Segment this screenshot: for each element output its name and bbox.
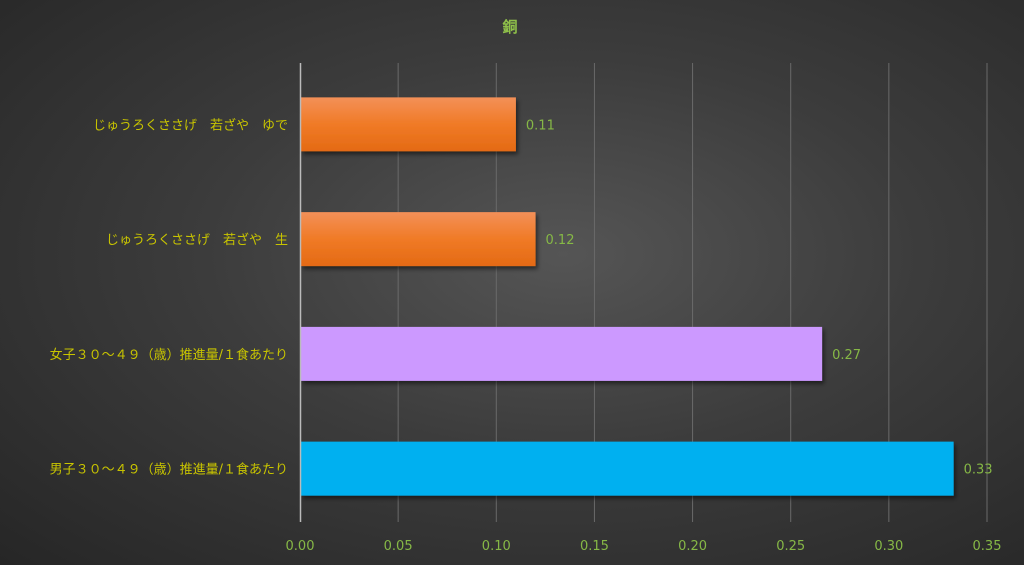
data-label: 0.27	[832, 348, 861, 363]
x-tick-label: 0.35	[973, 539, 1002, 554]
data-label: 0.12	[546, 233, 575, 248]
bar	[301, 212, 536, 267]
chart-title: 銅	[502, 18, 517, 36]
x-tick-label: 0.30	[874, 539, 903, 554]
bar	[301, 97, 516, 152]
bar	[301, 441, 954, 496]
category-label: 男子３０～４９（歳）推進量/１食あたり	[50, 462, 288, 478]
x-tick-labels: 0.00 0.05 0.10 0.15 0.20 0.25 0.30 0.35	[286, 539, 1002, 554]
category-label: じゅうろくささげ 若ざや ゆで	[93, 117, 288, 133]
data-label: 0.33	[964, 463, 993, 478]
x-tick-label: 0.00	[286, 539, 315, 554]
x-tick-label: 0.20	[678, 539, 707, 554]
x-tick-label: 0.15	[580, 539, 609, 554]
category-label: じゅうろくささげ 若ざや 生	[106, 232, 288, 248]
x-tick-label: 0.25	[776, 539, 805, 554]
x-tick-label: 0.10	[482, 539, 511, 554]
category-label: 女子３０～４９（歳）推進量/１食あたり	[50, 347, 288, 363]
x-tick-label: 0.05	[384, 539, 413, 554]
bar	[301, 326, 823, 381]
bars: 0.11 0.12 0.27 0.33	[301, 97, 993, 496]
data-label: 0.11	[526, 118, 555, 133]
